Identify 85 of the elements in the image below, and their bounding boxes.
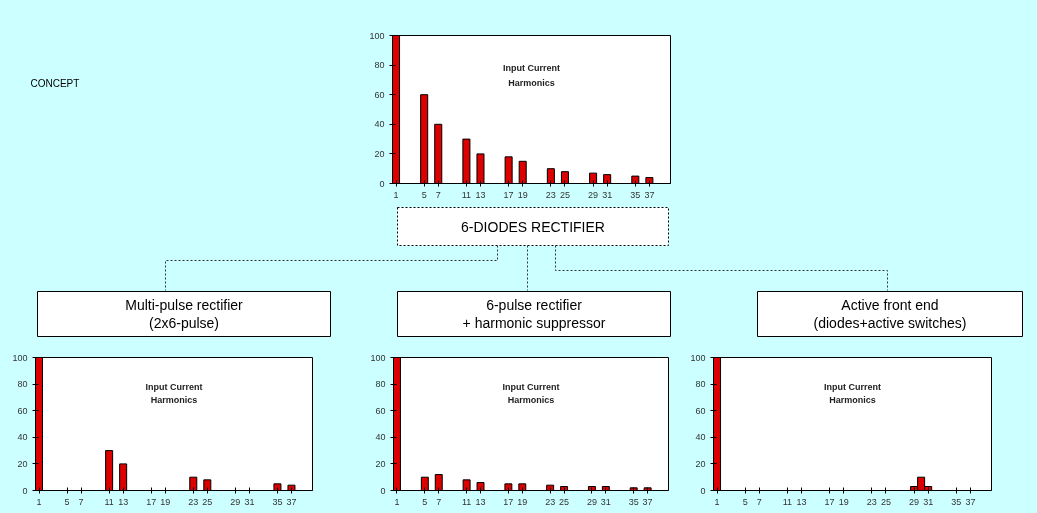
x-tick-label: 37 bbox=[644, 189, 655, 200]
x-tick-label: 11 bbox=[782, 496, 793, 507]
text: 6-pulse rectifier + harmonic suppressor bbox=[462, 297, 606, 331]
y-tick-label: 0 bbox=[380, 485, 386, 496]
x-tick-label: 19 bbox=[838, 496, 849, 507]
x-tick-label: 37 bbox=[286, 496, 297, 507]
x-tick-label: 5 bbox=[742, 496, 748, 507]
x-tick-label: 25 bbox=[559, 189, 570, 200]
x-tick-label: 19 bbox=[517, 189, 528, 200]
x-tick-label: 11 bbox=[461, 189, 472, 200]
y-tick-label: 0 bbox=[22, 485, 28, 496]
y-tick-label: 60 bbox=[374, 89, 385, 100]
x-tick-label: 1 bbox=[36, 496, 42, 507]
x-tick-label: 23 bbox=[545, 189, 556, 200]
x-tick-label: 1 bbox=[393, 189, 399, 200]
x-tick-label: 29 bbox=[230, 496, 241, 507]
x-tick-label: 11 bbox=[104, 496, 114, 507]
x-tick-label: 25 bbox=[202, 496, 213, 507]
y-tick-label: 80 bbox=[17, 379, 28, 390]
x-tick-label: 7 bbox=[756, 496, 762, 507]
x-tick-label: 31 bbox=[923, 496, 934, 507]
x-tick-label: 5 bbox=[422, 496, 428, 507]
y-tick-label: 40 bbox=[695, 432, 706, 443]
y-tick-label: 100 bbox=[370, 352, 386, 363]
text: Active front end (diodes+active switches) bbox=[813, 297, 967, 331]
x-tick-label: 23 bbox=[188, 496, 199, 507]
x-tick-label: 1 bbox=[714, 496, 720, 507]
x-tick-label: 17 bbox=[503, 189, 514, 200]
x-tick-label: 13 bbox=[475, 189, 486, 200]
x-tick-label: 7 bbox=[435, 189, 441, 200]
y-tick-label: 40 bbox=[374, 119, 385, 130]
y-tick-label: 20 bbox=[375, 458, 386, 469]
x-tick-label: 13 bbox=[118, 496, 129, 507]
y-tick-label: 100 bbox=[12, 352, 28, 363]
x-tick-label: 29 bbox=[588, 189, 599, 200]
x-tick-label: 7 bbox=[436, 496, 442, 507]
x-tick-label: 35 bbox=[951, 496, 962, 507]
x-tick-label: 35 bbox=[630, 189, 641, 200]
text: Multi-pulse rectifier (2x6-pulse) bbox=[125, 297, 244, 331]
x-tick-label: 17 bbox=[824, 496, 835, 507]
x-tick-label: 25 bbox=[559, 496, 570, 507]
y-tick-label: 20 bbox=[17, 458, 28, 469]
text: Input Current Harmonics bbox=[503, 63, 560, 88]
x-tick-label: 31 bbox=[600, 496, 611, 507]
x-tick-label: 31 bbox=[244, 496, 255, 507]
y-tick-label: 0 bbox=[700, 485, 706, 496]
text: 6-DIODES RECTIFIER bbox=[461, 218, 605, 235]
text: Input Current Harmonics bbox=[145, 381, 203, 406]
y-tick-label: 40 bbox=[375, 432, 386, 443]
y-tick-label: 0 bbox=[379, 178, 385, 189]
x-tick-label: 13 bbox=[475, 496, 486, 507]
x-tick-label: 7 bbox=[78, 496, 84, 507]
x-tick-label: 19 bbox=[160, 496, 171, 507]
y-tick-label: 60 bbox=[17, 405, 28, 416]
x-tick-label: 11 bbox=[461, 496, 472, 507]
x-tick-label: 35 bbox=[272, 496, 283, 507]
x-tick-label: 37 bbox=[965, 496, 976, 507]
y-tick-label: 60 bbox=[695, 405, 706, 416]
x-tick-label: 35 bbox=[628, 496, 639, 507]
y-tick-label: 40 bbox=[17, 432, 28, 443]
x-tick-label: 23 bbox=[545, 496, 556, 507]
x-tick-label: 23 bbox=[866, 496, 877, 507]
x-tick-label: 17 bbox=[146, 496, 157, 507]
x-tick-label: 13 bbox=[796, 496, 807, 507]
x-tick-label: 19 bbox=[517, 496, 528, 507]
y-tick-label: 100 bbox=[690, 352, 706, 363]
y-tick-label: 80 bbox=[695, 379, 706, 390]
y-tick-label: 80 bbox=[374, 60, 385, 71]
x-tick-label: 29 bbox=[909, 496, 920, 507]
y-tick-label: 20 bbox=[695, 458, 706, 469]
y-tick-label: 80 bbox=[375, 379, 386, 390]
x-tick-label: 17 bbox=[503, 496, 514, 507]
x-tick-label: 1 bbox=[394, 496, 400, 507]
x-tick-label: 5 bbox=[421, 189, 427, 200]
x-tick-label: 31 bbox=[602, 189, 613, 200]
y-tick-label: 100 bbox=[369, 30, 385, 41]
y-tick-label: 20 bbox=[374, 148, 385, 159]
x-tick-label: 37 bbox=[642, 496, 653, 507]
x-tick-label: 5 bbox=[64, 496, 70, 507]
x-tick-label: 25 bbox=[880, 496, 891, 507]
x-tick-label: 29 bbox=[586, 496, 597, 507]
text: Input Current Harmonics bbox=[502, 381, 560, 406]
text: CONCEPT bbox=[30, 77, 80, 89]
y-tick-label: 60 bbox=[375, 405, 386, 416]
text: Input Current Harmonics bbox=[824, 381, 881, 406]
